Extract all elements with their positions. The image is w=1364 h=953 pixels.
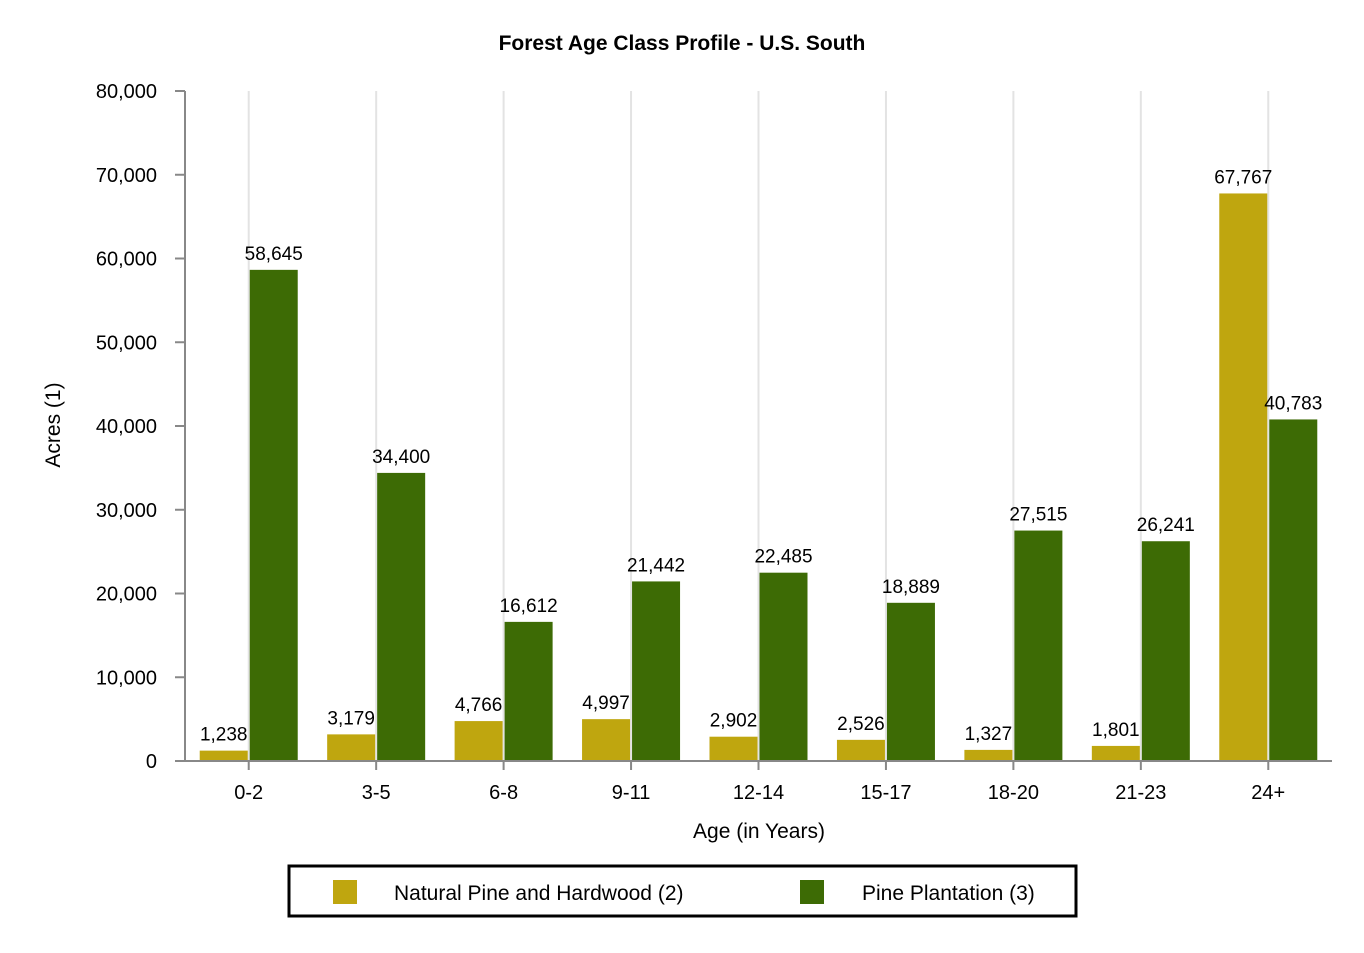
data-label: 4,766 <box>455 695 503 716</box>
bar <box>249 269 298 761</box>
bar <box>964 749 1013 761</box>
bar <box>886 602 935 761</box>
x-tick-label: 6-8 <box>489 782 518 804</box>
legend-box <box>287 864 1078 918</box>
bar <box>759 572 808 761</box>
bar <box>377 472 426 761</box>
bar <box>504 621 553 761</box>
data-label: 1,238 <box>200 725 248 746</box>
y-tick-label: 60,000 <box>96 249 157 271</box>
legend: Natural Pine and Hardwood (2) Pine Planta… <box>287 864 1078 918</box>
x-tick-label: 15-17 <box>860 782 911 804</box>
x-tick-label: 24+ <box>1251 782 1285 804</box>
x-axis-label: Age (in Years) <box>693 820 825 843</box>
y-axis-label: Acres (1) <box>42 382 65 467</box>
legend-swatch <box>800 880 824 904</box>
bar <box>1269 419 1318 761</box>
x-tick-label: 9-11 <box>612 782 651 804</box>
data-label: 26,241 <box>1137 515 1195 536</box>
bar <box>836 739 885 761</box>
bar <box>632 581 681 761</box>
bar <box>1091 745 1140 761</box>
data-label: 27,515 <box>1009 505 1067 526</box>
gridlines <box>247 91 1270 761</box>
data-label: 1,327 <box>965 724 1013 745</box>
data-label: 67,767 <box>1214 167 1272 188</box>
y-tick-label: 50,000 <box>96 332 157 354</box>
data-label: 18,889 <box>882 577 940 598</box>
x-tick-label: 12-14 <box>733 782 784 804</box>
bar <box>1219 193 1268 762</box>
bar <box>709 736 758 761</box>
legend-label: Natural Pine and Hardwood (2) <box>394 882 684 905</box>
data-label: 4,997 <box>582 693 630 714</box>
x-tick-label: 18-20 <box>988 782 1039 804</box>
data-label: 58,645 <box>245 244 303 265</box>
bars <box>199 193 1318 762</box>
legend-label: Pine Plantation (3) <box>862 882 1035 905</box>
x-tick-label: 0-2 <box>234 782 263 804</box>
data-label: 22,485 <box>754 547 812 568</box>
data-label: 16,612 <box>500 596 558 617</box>
bar <box>1141 541 1190 761</box>
data-label: 1,801 <box>1092 720 1140 741</box>
x-tick-label: 3-5 <box>362 782 391 804</box>
y-tick-label: 40,000 <box>96 416 157 438</box>
x-tick-label: 21-23 <box>1115 782 1166 804</box>
bar <box>199 750 248 761</box>
data-label: 34,400 <box>372 447 430 468</box>
legend-swatch <box>333 880 357 904</box>
axes: 0 10,000 20,000 30,000 40,000 50,000 60,000 70,… <box>96 81 1332 804</box>
data-label: 3,179 <box>327 708 375 729</box>
y-tick-label: 30,000 <box>96 500 157 522</box>
data-label: 21,442 <box>627 555 685 576</box>
data-label: 2,526 <box>837 714 885 735</box>
bar <box>582 719 631 761</box>
bar <box>454 721 503 761</box>
data-labels: 1,238 58,645 3,179 34,400 4,766 16,612 4,997 21… <box>200 167 1322 745</box>
y-tick-label: 20,000 <box>96 584 157 606</box>
data-label: 40,783 <box>1264 393 1322 414</box>
chart-title: Forest Age Class Profile - U.S. South <box>499 32 866 55</box>
y-tick-label: 70,000 <box>96 165 157 187</box>
data-label: 2,902 <box>710 711 758 732</box>
bar <box>327 734 376 761</box>
y-tick-label: 80,000 <box>96 81 157 103</box>
bar <box>1014 530 1063 761</box>
y-tick-label: 0 <box>146 751 157 773</box>
y-tick-label: 10,000 <box>96 667 157 689</box>
